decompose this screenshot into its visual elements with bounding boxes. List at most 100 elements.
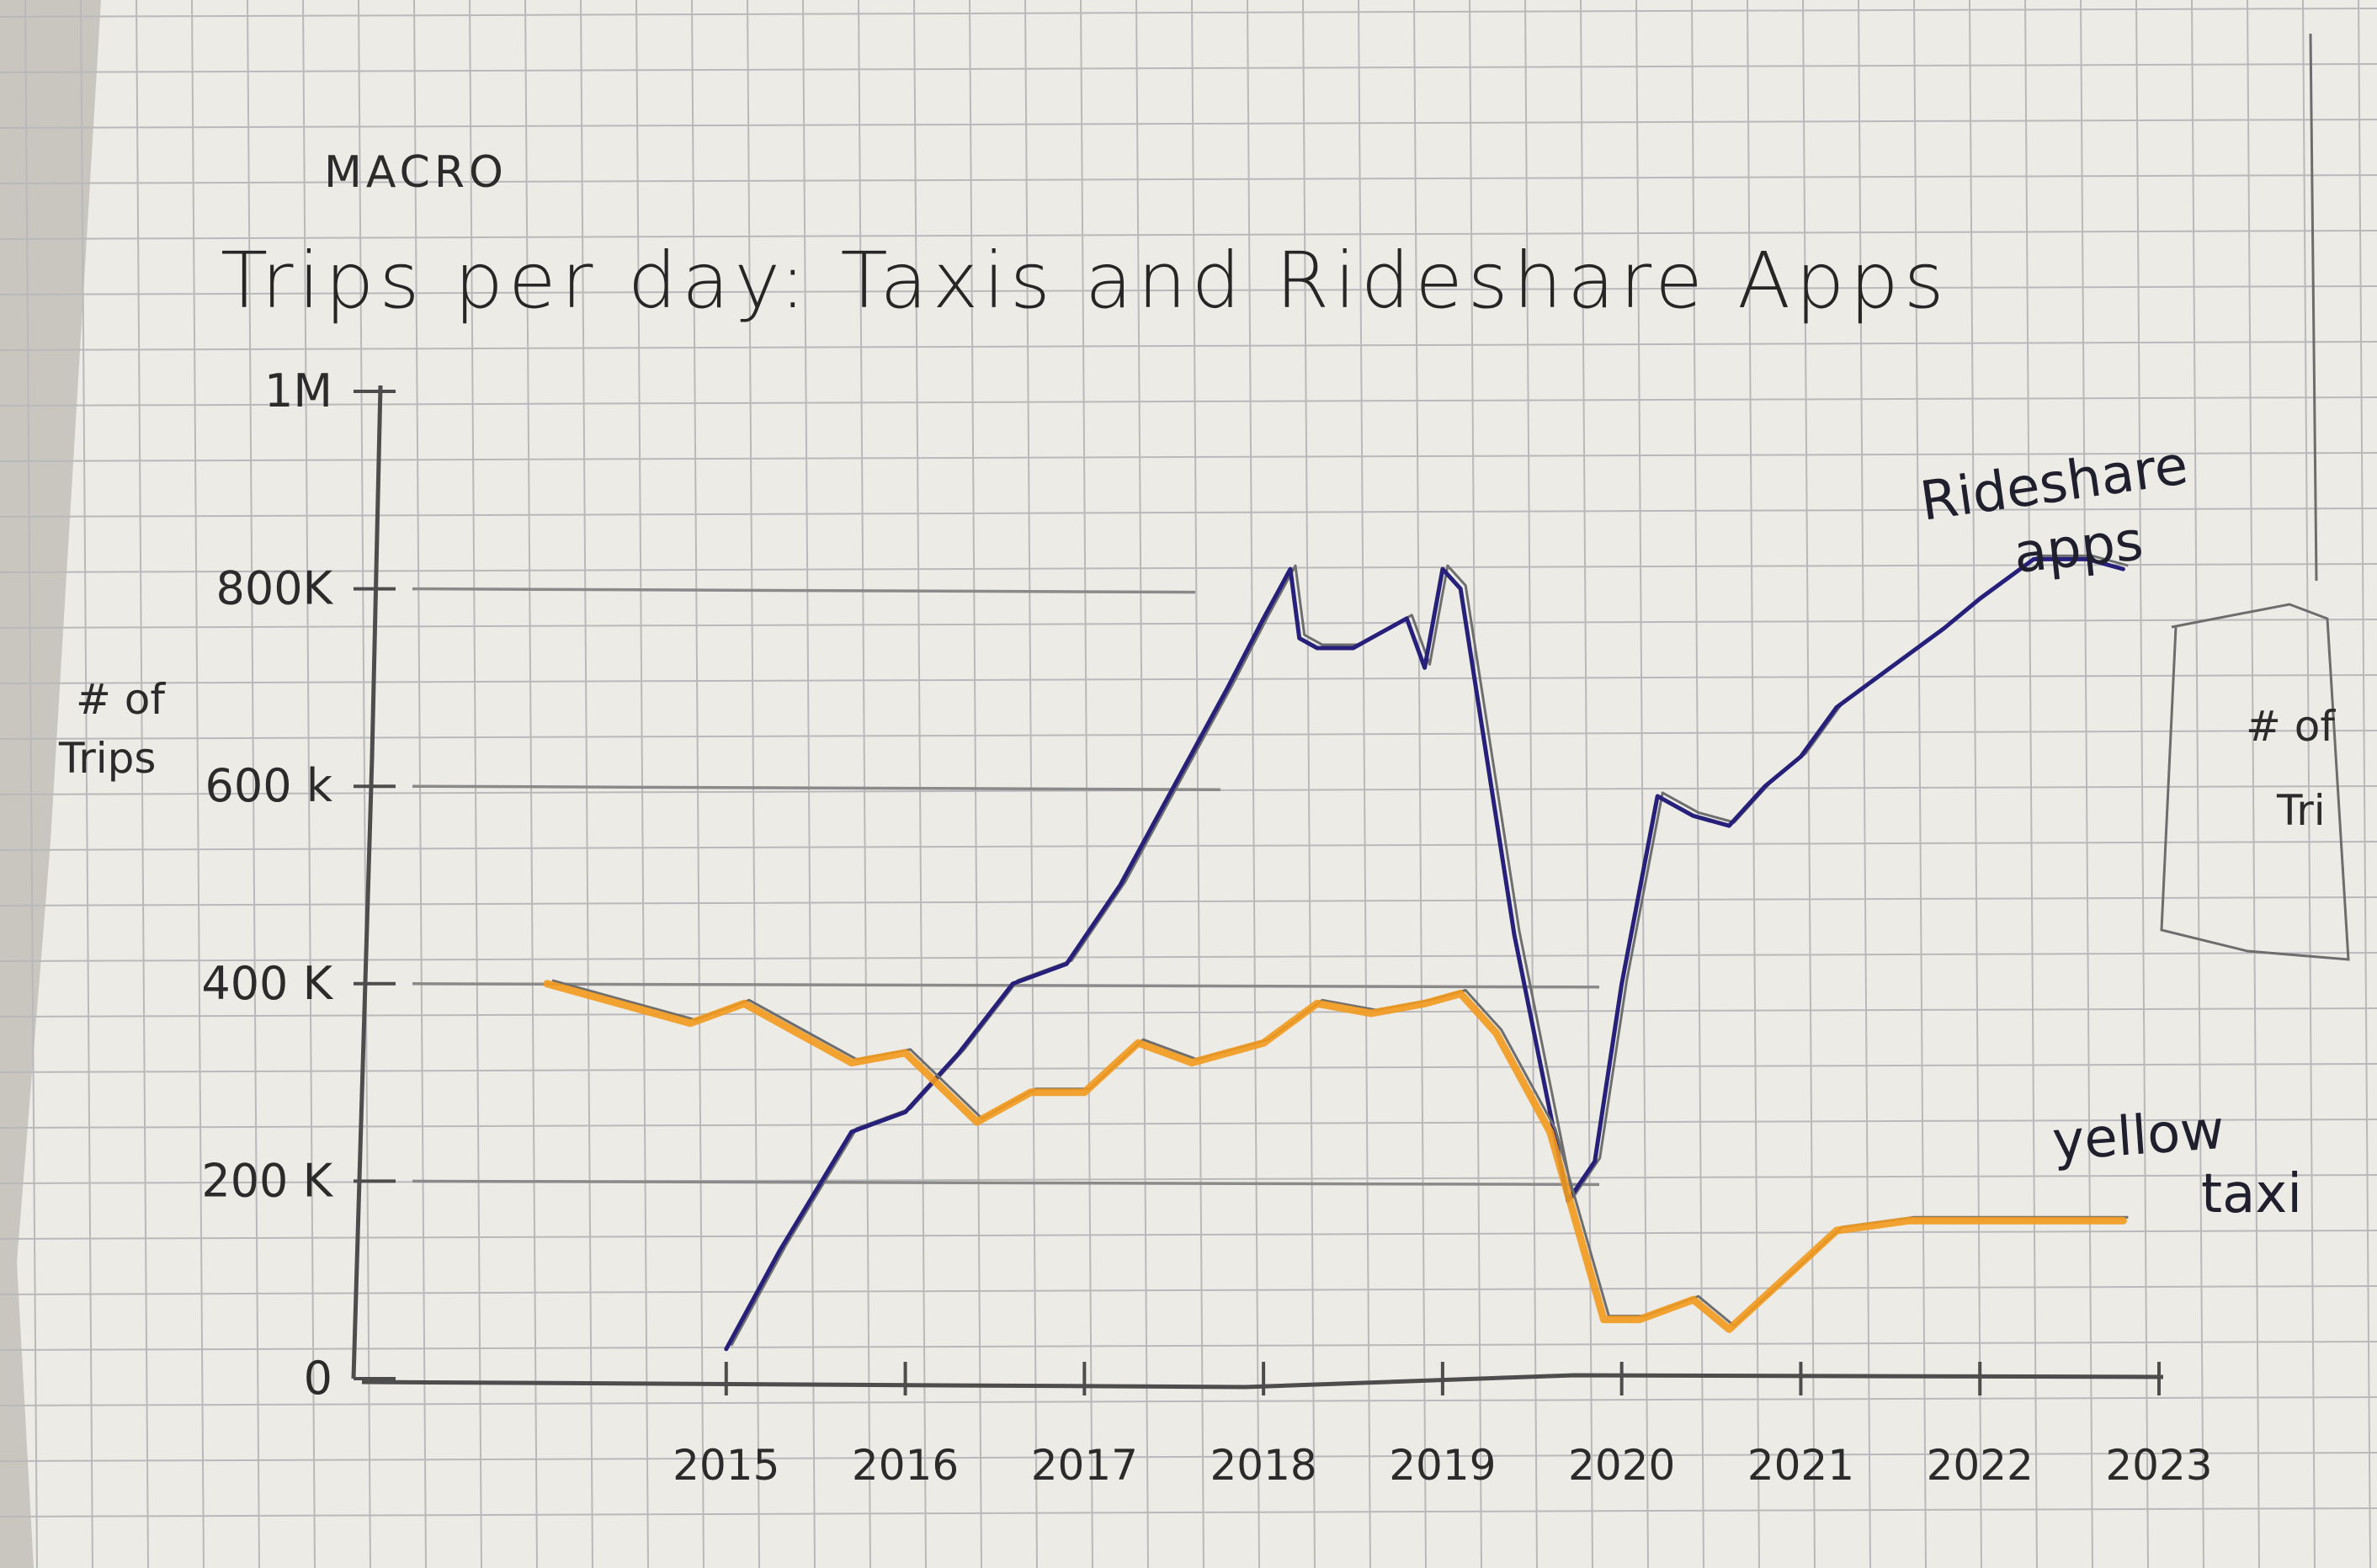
paper-grid-vline	[24, 0, 38, 1568]
y-tick-label: 1M	[264, 364, 332, 417]
x-tick-label: 2016	[852, 1441, 959, 1490]
x-tick-label: 2022	[1927, 1441, 2034, 1490]
gridline-800000	[412, 587, 1196, 594]
y-tick-label: 600 k	[205, 759, 332, 812]
paper-grid-hline	[0, 341, 2377, 351]
paper-grid-vline	[1191, 0, 1204, 1568]
paper-grid-vline	[1413, 0, 1427, 1568]
gridline-400000	[412, 982, 1600, 989]
y-tick-label: 200 K	[201, 1154, 333, 1207]
gridline-200000	[412, 1179, 1600, 1187]
yellow-taxi-label-line-2: taxi	[2201, 1163, 2302, 1225]
paper-grid-vline	[80, 0, 93, 1568]
paper-grid-vline	[469, 0, 482, 1568]
paper-grid-hline	[0, 8, 2377, 18]
y-axis-line	[351, 385, 383, 1379]
paper-grid-vline	[747, 0, 760, 1568]
paper-grid-hline	[0, 1174, 2377, 1184]
paper-grid-hline	[0, 1230, 2377, 1240]
paper-grid-vline	[1024, 0, 1038, 1568]
paper-grid-hline	[0, 619, 2377, 629]
rideshare-label-line-2: apps	[2011, 510, 2146, 586]
paper-grid-vline	[1969, 0, 1982, 1568]
paper-grid-hline	[0, 1396, 2377, 1406]
page-margin-line	[2309, 33, 2318, 582]
x-axis-ticks: 2015 2016 2017 2018 2019 2020 2021 2022 2023	[673, 1362, 2213, 1490]
paper-grid-hline	[0, 1063, 2377, 1073]
x-tick-label: 2020	[1568, 1441, 1675, 1490]
gridline-600000	[412, 784, 1221, 791]
paper-grid-vline	[969, 0, 982, 1568]
y-axis-title: # of Trips	[58, 675, 178, 783]
paper-grid-hline	[0, 896, 2377, 906]
y-tick-label: 0	[304, 1352, 332, 1405]
paper-grid-hline	[0, 1507, 2377, 1518]
paper-grid-hline	[0, 285, 2377, 295]
paper-grid-vline	[1358, 0, 1371, 1568]
chart-axes	[351, 385, 2164, 1390]
paper-grid-hline	[0, 563, 2377, 573]
y-axis-title-line-1: # of	[76, 675, 166, 724]
paper-grid-vline	[1469, 0, 1482, 1568]
paper-grid-vline	[1802, 0, 1816, 1568]
x-tick-label: 2018	[1210, 1441, 1316, 1490]
paper-grid-hline	[0, 1341, 2377, 1351]
paper-grid-hline	[0, 730, 2377, 740]
paper-grid-vline	[2080, 0, 2093, 1568]
paper-grid-hline	[0, 174, 2377, 184]
paper-grid-hline	[0, 452, 2377, 462]
side-axis-label-2: Tri	[2276, 786, 2326, 835]
y-tick-label: 800K	[216, 562, 334, 615]
x-tick-label: 2015	[673, 1441, 779, 1490]
chart-series	[543, 554, 2129, 1352]
paper-grid-vline	[136, 0, 149, 1568]
paper-grid-vline	[302, 0, 316, 1568]
paper-grid-hline	[0, 1007, 2377, 1018]
paper-grid-vline	[191, 0, 205, 1568]
paper-grid-vline	[1913, 0, 1927, 1568]
paper-grid-vline	[358, 0, 371, 1568]
paper-grid-vline	[247, 0, 260, 1568]
paper-grid-vline	[802, 0, 816, 1568]
paper-grid-hline	[0, 1119, 2377, 1129]
paper-grid-vline	[913, 0, 927, 1568]
paper-grid-hline	[0, 674, 2377, 684]
paper-grid-vline	[524, 0, 538, 1568]
paper-grid-vline	[2191, 0, 2204, 1568]
chart-gridlines	[412, 587, 1600, 1187]
paper-grid-vline	[1135, 0, 1149, 1568]
paper-grid-hline	[0, 1285, 2377, 1295]
paper-grid-hline	[0, 396, 2377, 407]
next-chart-box	[2160, 603, 2350, 961]
paper-grid-vline	[635, 0, 649, 1568]
paper-grid-vline	[1080, 0, 1093, 1568]
yellow-taxi-label-line-1: yellow	[2050, 1099, 2226, 1173]
paper-grid-hline	[0, 63, 2377, 73]
overline-label: MACRO	[324, 147, 508, 198]
x-tick-label: 2017	[1031, 1441, 1138, 1490]
x-axis-line	[361, 1373, 2164, 1390]
paper-grid-hline	[0, 1452, 2377, 1462]
x-tick-label: 2021	[1747, 1441, 1854, 1490]
paper-grid-vline	[1302, 0, 1316, 1568]
paper-grid-vline	[1580, 0, 1593, 1568]
paper-grid-vline	[2247, 0, 2260, 1568]
chart-title: Trips per day: Taxis and Rideshare Apps	[221, 236, 1949, 326]
paper-grid-vline	[413, 0, 427, 1568]
side-axis-label-1: # of	[2246, 702, 2336, 751]
x-tick-label: 2019	[1389, 1441, 1496, 1490]
paper-grid-vline	[1858, 0, 1871, 1568]
paper-grid-hline	[0, 952, 2377, 962]
paper-grid-vline	[2024, 0, 2038, 1568]
paper-grid-hline	[0, 119, 2377, 129]
y-axis-title-line-2: Trips	[58, 734, 156, 783]
paper-grid-vline	[2358, 0, 2371, 1568]
paper-grid-hline	[0, 508, 2377, 518]
x-tick-label: 2023	[2105, 1441, 2212, 1490]
y-tick-label: 400 K	[201, 957, 333, 1010]
side-panel-outline	[2160, 33, 2350, 961]
paper-grid-vline	[858, 0, 871, 1568]
y-axis-ticks: 0 200 K 400 K 600 k 800K 1M	[201, 364, 396, 1405]
